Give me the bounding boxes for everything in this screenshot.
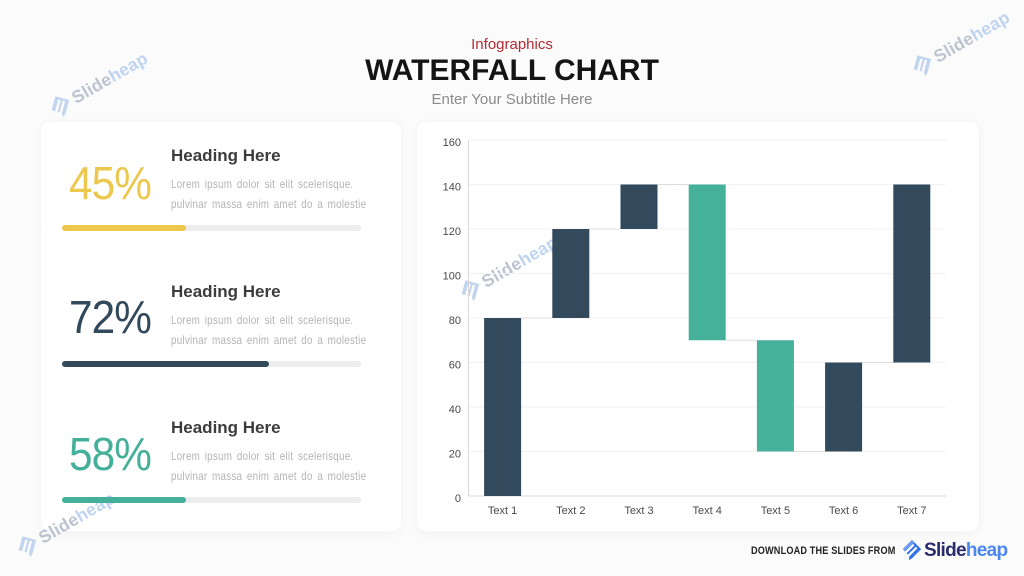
svg-text:Text 5: Text 5 [761,505,790,517]
svg-text:80: 80 [449,315,461,327]
svg-text:100: 100 [443,271,461,283]
svg-text:Text 7: Text 7 [897,505,926,517]
svg-text:Text 1: Text 1 [488,505,517,517]
svg-text:0: 0 [455,493,461,505]
svg-text:Text 2: Text 2 [556,505,585,517]
svg-text:40: 40 [449,404,461,416]
svg-text:Text 4: Text 4 [693,505,722,517]
svg-text:20: 20 [449,449,461,461]
svg-text:60: 60 [449,360,461,372]
svg-text:Text 3: Text 3 [624,505,653,517]
svg-text:120: 120 [443,226,461,238]
svg-text:Text 6: Text 6 [829,505,858,517]
svg-text:160: 160 [443,137,461,149]
svg-text:140: 140 [443,182,461,194]
